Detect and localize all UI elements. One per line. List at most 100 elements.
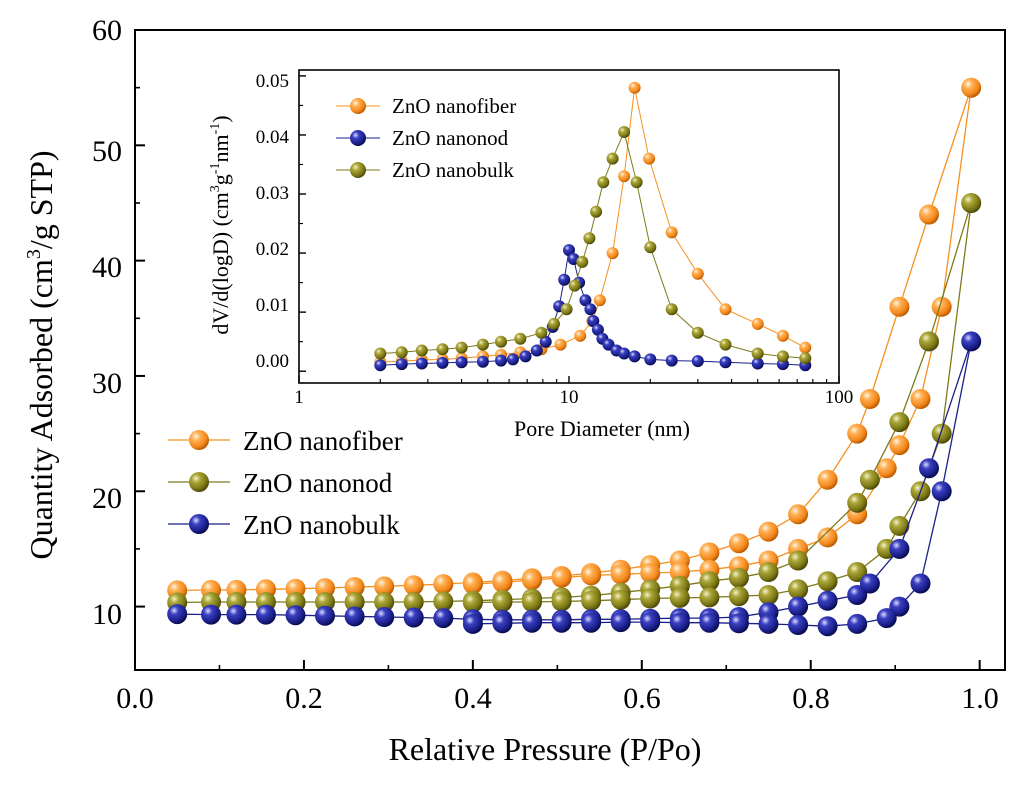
inset-data-point <box>618 170 631 183</box>
inset-y-title-superscript: -1 <box>208 163 223 175</box>
inset-data-point <box>691 326 704 339</box>
inset-data-point <box>495 354 507 367</box>
main-data-point <box>344 606 365 627</box>
main-data-point <box>817 616 838 637</box>
main-xtick-label: 0.0 <box>116 682 154 715</box>
inset-data-point <box>436 356 449 369</box>
inset-data-point <box>374 359 387 372</box>
main-data-point <box>889 538 910 559</box>
main-data-point <box>758 562 779 582</box>
main-data-point <box>433 608 454 629</box>
main-data-point <box>910 389 931 409</box>
main-series-0 <box>167 77 982 601</box>
inset-data-point <box>630 176 643 189</box>
inset-y-title-part: dV/d(logD) (cm <box>208 192 233 334</box>
main-xtick-label: 0.6 <box>623 682 661 715</box>
main-data-point <box>817 571 838 592</box>
inset-axis-ticks <box>298 75 840 383</box>
main-data-point <box>847 585 868 605</box>
inset-y-title-superscript: -1 <box>208 123 223 135</box>
inset-legend-label: ZnO nanofiber <box>392 94 516 118</box>
main-data-point <box>551 612 572 633</box>
inset-data-point <box>591 323 604 336</box>
main-data-point <box>581 612 602 633</box>
inset-data-point <box>576 255 589 268</box>
main-data-point <box>758 585 779 605</box>
main-data-point <box>669 562 690 582</box>
main-data-point <box>889 412 910 433</box>
inset-xtick-label: 100 <box>825 387 854 408</box>
main-data-point <box>889 515 910 536</box>
main-data-point <box>374 576 395 597</box>
inset-data-point <box>584 303 597 316</box>
main-data-point <box>788 504 809 525</box>
inset-data-point <box>476 338 489 351</box>
inset-data-point <box>691 267 704 280</box>
main-data-point <box>728 613 749 634</box>
main-ytick-label: 40 <box>92 251 122 284</box>
main-data-point <box>551 567 572 588</box>
main-data-point <box>847 613 868 634</box>
main-data-point <box>910 573 931 594</box>
main-xtick-label: 0.2 <box>285 682 323 715</box>
inset-series-0 <box>374 81 812 369</box>
inset-legend-marker-nanonod <box>350 130 366 146</box>
main-data-point <box>931 423 952 444</box>
inset-xtick-label: 1 <box>294 387 304 408</box>
main-data-point <box>492 572 513 593</box>
inset-data-point <box>539 335 552 348</box>
main-data-point <box>462 592 483 613</box>
main-xtick-label: 1.0 <box>961 682 999 715</box>
main-data-point <box>817 527 838 548</box>
inset-data-point <box>415 357 428 370</box>
main-data-point <box>961 77 982 98</box>
inset-data-point <box>618 126 631 138</box>
inset-data-point <box>436 343 449 356</box>
main-data-point <box>788 579 809 600</box>
inset-data-point <box>665 354 678 367</box>
inset-data-point <box>587 315 600 327</box>
main-data-point <box>889 435 910 456</box>
inset-data-point <box>628 81 641 94</box>
inset-data-point <box>597 176 610 189</box>
main-legend-label: ZnO nanobulk <box>243 510 400 540</box>
inset-y-title-part: nm <box>208 134 233 162</box>
main-data-point <box>889 596 910 617</box>
main-data-point <box>699 571 720 592</box>
main-data-point <box>462 574 483 595</box>
main-y-title-part: /g STP) <box>23 150 59 249</box>
main-ytick-label: 50 <box>92 135 122 168</box>
main-data-point <box>374 592 395 612</box>
inset-data-point <box>776 350 789 363</box>
main-series-2 <box>167 331 982 637</box>
inset-data-point <box>558 273 571 286</box>
main-data-point <box>581 590 602 611</box>
main-ytick-label: 20 <box>92 482 122 515</box>
inset-data-point <box>643 152 656 165</box>
main-data-point <box>817 590 838 611</box>
inset-y-axis-title: dV/d(logD) (cm3g-1nm-1) <box>208 115 233 334</box>
inset-data-point <box>535 326 548 339</box>
inset-x-axis-title: Pore Diameter (nm) <box>514 416 690 441</box>
main-data-point <box>167 604 188 625</box>
main-data-point <box>961 331 982 352</box>
main-data-point <box>344 577 365 597</box>
main-data-point <box>758 613 779 634</box>
inset-data-point <box>644 241 657 254</box>
inset-data-point <box>495 335 507 348</box>
main-data-point <box>255 604 276 625</box>
inset-data-point <box>563 244 575 257</box>
main-data-point <box>788 550 809 571</box>
main-data-point <box>315 605 335 626</box>
main-data-point <box>374 607 395 627</box>
inset-data-point <box>395 346 408 359</box>
main-data-point <box>640 563 661 584</box>
inset-data-point <box>548 317 560 330</box>
inset-data-point <box>644 353 657 366</box>
main-ytick-label: 30 <box>92 367 122 400</box>
inset-data-point <box>583 232 596 245</box>
inset-plot-frame <box>298 69 840 384</box>
main-series-line <box>177 341 972 627</box>
main-data-point <box>669 587 690 608</box>
inset-data-point <box>593 294 606 307</box>
